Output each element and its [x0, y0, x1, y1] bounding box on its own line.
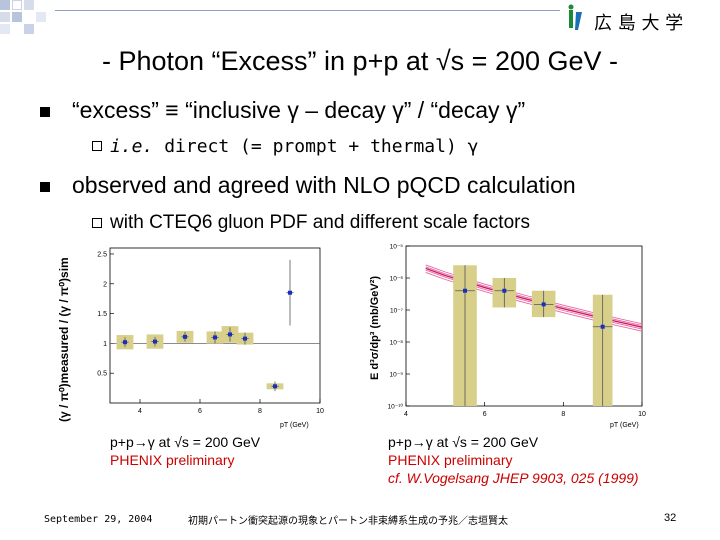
data-point: [288, 290, 292, 295]
y-tick-label: 10⁻⁶: [390, 276, 404, 283]
right-ylabel: E d³σ/dp³ (mb/GeV²): [369, 276, 381, 380]
x-tick-label: 8: [258, 408, 262, 415]
university-logo: 広 島 大 学: [562, 4, 712, 34]
header-rule: [55, 10, 560, 11]
bullet-1-sub-text: direct (= prompt + thermal) γ: [153, 136, 479, 157]
bullet-square-icon: [40, 107, 50, 117]
data-point: [153, 339, 157, 344]
x-tick-label: 10: [316, 408, 324, 415]
ratio-chart: (γ / π⁰)measured / (γ / π⁰)sim 0.5 1 1.5 2 2…: [57, 247, 324, 429]
page-number: 32: [664, 512, 677, 524]
y-tick-label: 2: [103, 281, 107, 288]
data-point: [600, 324, 605, 329]
left-caption-2: PHENIX preliminary: [110, 452, 235, 468]
bullet-square-icon: [40, 182, 50, 192]
bullet-2-text: observed and agreed with NLO pQCD calcul…: [72, 172, 576, 198]
x-tick-label: 4: [404, 411, 408, 418]
data-point: [502, 288, 507, 293]
y-tick-label: 10⁻⁸: [390, 340, 404, 347]
data-point: [183, 334, 187, 339]
x-tick-label: 4: [138, 408, 142, 415]
right-plot-frame: [405, 245, 643, 407]
left-xlabel: pT (GeV): [280, 422, 309, 429]
checkbox-bullet-icon: [92, 141, 102, 151]
y-tick-label: 10⁻¹⁰: [388, 403, 404, 411]
x-tick-label: 8: [561, 411, 565, 418]
right-caption-3: cf. W.Vogelsang JHEP 9903, 025 (1999): [388, 470, 639, 486]
data-point: [213, 335, 217, 340]
footer-center: 初期パートン衝突起源の現象とパートン非束縛系生成の予兆／志垣賢太: [188, 516, 508, 527]
footer-date: September 29, 2004: [44, 514, 153, 525]
data-point: [541, 302, 546, 307]
left-ylabel: (γ / π⁰)measured / (γ / π⁰)sim: [57, 257, 71, 422]
y-tick-label: 10⁻⁵: [390, 244, 404, 251]
logo-text: 広 島 大 学: [594, 13, 684, 34]
right-caption-2: PHENIX preliminary: [388, 452, 513, 468]
right-caption-1: p+p→γ at √s = 200 GeV: [388, 434, 539, 450]
data-point: [228, 332, 232, 337]
bullet-1-sub: i.e. direct (= prompt + thermal) γ: [110, 136, 478, 157]
data-point: [243, 336, 247, 341]
y-tick-label: 10⁻⁹: [390, 372, 404, 379]
data-point: [273, 384, 277, 389]
logo-emblem-icon: [568, 4, 582, 30]
x-tick-label: 6: [198, 408, 202, 415]
right-xlabel: pT (GeV): [610, 422, 639, 429]
left-plot-frame: [109, 247, 321, 404]
x-tick-label: 10: [638, 411, 646, 418]
y-tick-label: 1.5: [97, 311, 107, 318]
y-tick-label: 10⁻⁷: [390, 308, 404, 315]
y-tick-label: 0.5: [97, 371, 107, 378]
bullet-2-sub: with CTEQ6 gluon PDF and different scale…: [110, 212, 530, 233]
y-tick-label: 1: [103, 341, 107, 348]
cross-section-chart: E d³σ/dp³ (mb/GeV²) 10⁻¹⁰ 10⁻⁹ 10⁻⁸ 10⁻⁷ 10⁻…: [369, 244, 646, 430]
slide-title: - Photon “Excess” in p+p at √s = 200 GeV…: [101, 46, 619, 76]
y-tick-label: 2.5: [97, 251, 107, 258]
bullet-1-sub-italic: i.e.: [110, 136, 154, 157]
data-point: [123, 340, 127, 345]
corner-decoration: [0, 0, 60, 40]
left-caption-1: p+p→γ at √s = 200 GeV: [110, 434, 261, 450]
x-tick-label: 6: [483, 411, 487, 418]
checkbox-bullet-icon: [92, 218, 102, 228]
bullet-1-text: “excess” ≡ “inclusive γ – decay γ” / “de…: [72, 97, 526, 123]
data-point: [463, 288, 467, 293]
